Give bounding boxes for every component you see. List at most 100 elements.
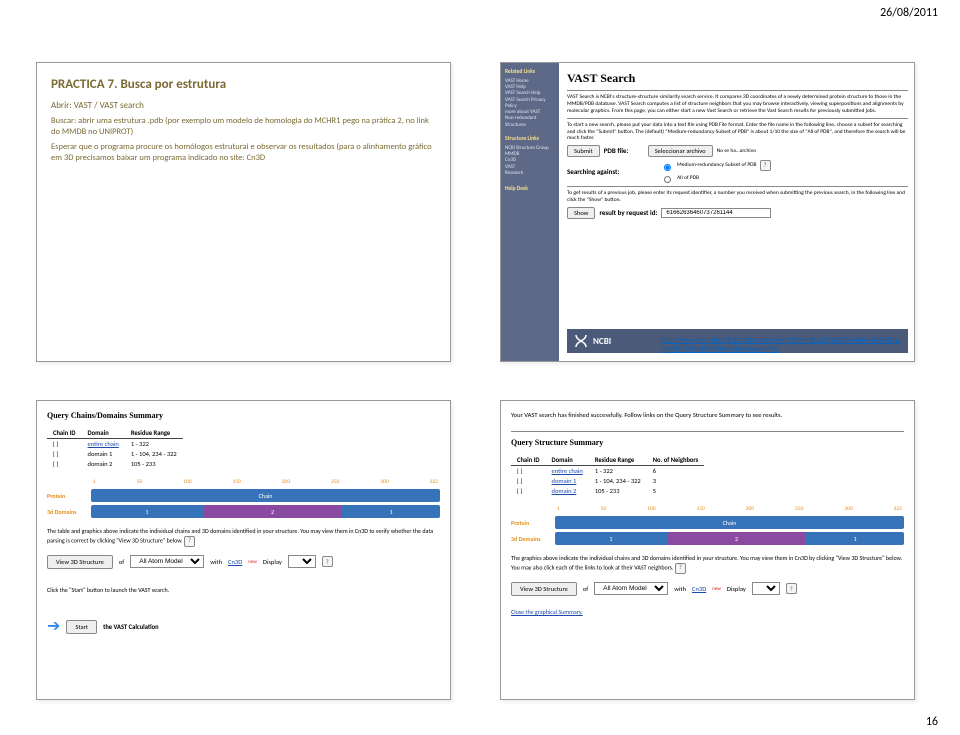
cell: [ ] [47, 459, 82, 469]
dom1-text: 1 [609, 535, 612, 543]
s4-top-msg: Your VAST search has finished successful… [511, 411, 904, 419]
show-row: Show result by request id: [567, 207, 908, 219]
tick: 322 [894, 506, 902, 512]
slide1-line3: Esperar que o programa procure os homólo… [51, 142, 438, 164]
domain2-link[interactable]: domain 2 [552, 487, 577, 495]
slide-3: Query Chains/Domains Summary Chain ID Do… [36, 400, 451, 700]
col-neigh: No. of Neighbors [647, 455, 705, 466]
display-select[interactable] [752, 582, 780, 595]
col-chain: Chain ID [47, 428, 82, 439]
help-icon[interactable]: ? [786, 583, 797, 594]
domains-bar[interactable]: 1 2 1 [555, 532, 904, 545]
domain1-link[interactable]: domain 1 [552, 477, 577, 485]
sidebar-link[interactable]: Non-redundant Structures [505, 115, 555, 128]
cell: [ ] [47, 439, 82, 450]
cell: 5 [647, 486, 705, 496]
domains-bar[interactable]: 1 2 1 [91, 505, 440, 518]
request-id-input[interactable] [661, 208, 771, 218]
protein-bar[interactable]: Chain [555, 516, 904, 529]
tick: 250 [331, 479, 339, 485]
vast-howto: To start a new search, please put your d… [567, 122, 908, 143]
sidebar-link[interactable]: VAST Search Privacy Policy [505, 97, 555, 110]
sidebar-group3-head[interactable]: Help Desk [505, 186, 555, 193]
radio-all[interactable]: All of PDB [659, 173, 771, 183]
file-hint: No se ha…archivo [717, 148, 756, 155]
view-3d-button[interactable]: View 3D Structure [511, 582, 577, 596]
protein-chain-text: Chain [723, 519, 737, 527]
model-select[interactable]: All Atom Model [130, 555, 204, 568]
start-button[interactable]: Start [66, 620, 97, 634]
slide-4: Your VAST search has finished successful… [500, 400, 915, 700]
col-range: Residue Range [125, 428, 183, 439]
dom1-text-r: 1 [854, 535, 857, 543]
arrow-right-icon: ➔ [47, 619, 60, 635]
against-label: Searching against: [567, 168, 655, 177]
entire-chain-link[interactable]: entire chain [552, 467, 583, 475]
radio-all-label: All of PDB [677, 175, 699, 182]
help-icon[interactable]: ? [184, 536, 195, 547]
col-range: Residue Range [589, 455, 647, 466]
table-row: [ ] entire chain 1 - 322 [47, 439, 183, 450]
result-label: result by request id: [599, 209, 657, 218]
display-select[interactable] [288, 555, 316, 568]
cn3d-link[interactable]: Cn3D [228, 558, 242, 566]
tick: 100 [183, 479, 191, 485]
cell: 105 - 233 [125, 459, 183, 469]
file-browse-button[interactable]: Seleccionar archivo [648, 145, 713, 157]
pdb-label: PDB file: [604, 147, 644, 156]
table-row: [ ] domain 1 1 - 104, 234 - 322 [47, 449, 183, 459]
help-icon[interactable]: ? [322, 556, 333, 567]
domains-label: 3d Domains [511, 535, 555, 543]
radio-all-input[interactable] [664, 176, 671, 183]
cn3d-link[interactable]: Cn3D [692, 585, 706, 593]
vast-sidebar: Related Links VAST Home VAST Help VAST S… [501, 63, 559, 361]
tick: 300 [380, 479, 388, 485]
cell: 1 - 322 [125, 439, 183, 450]
cell: [ ] [511, 486, 546, 496]
table-row: [ ] entire chain 1 - 322 6 [511, 466, 704, 477]
tick: 322 [430, 479, 438, 485]
view-3d-button[interactable]: View 3D Structure [47, 555, 113, 569]
help-icon[interactable]: ? [675, 563, 686, 574]
cell: domain 1 [82, 449, 125, 459]
source-url-link[interactable]: http://www.ncbi.nlm.nih.gov/Structure/va… [661, 335, 901, 353]
view3d-row: View 3D Structure of All Atom Model with… [47, 555, 440, 569]
s4-table: Chain ID Domain Residue Range No. of Nei… [511, 455, 704, 496]
show-button[interactable]: Show [567, 207, 595, 219]
dom2-text: 2 [735, 535, 738, 543]
model-select[interactable]: All Atom Model [594, 582, 668, 595]
submit-button[interactable]: Submit [567, 145, 600, 157]
tick: 150 [696, 506, 704, 512]
page-root: 26/08/2011 16 PRACTICA 7. Busca por estr… [0, 0, 960, 735]
protein-chain-text: Chain [259, 492, 273, 500]
protein-label: Protein [511, 519, 555, 527]
radio-medium[interactable]: Medium-redundancy Subset of PDB ? [659, 160, 771, 171]
dom2-text: 2 [271, 508, 274, 516]
vast-main: VAST Search VAST Search is NCBI's struct… [559, 63, 914, 361]
col-domain: Domain [82, 428, 125, 439]
with-label: with [210, 558, 222, 566]
sidebar-link[interactable]: Research [505, 170, 555, 176]
dom2-seg: 2 [203, 505, 343, 518]
dom1-left-seg: 1 [555, 532, 667, 545]
sidebar-group2-head: Structure Links [505, 136, 555, 143]
slide1-line1: Abrir: VAST / VAST search [51, 100, 438, 112]
help-icon[interactable]: ? [760, 160, 771, 171]
new-badge: new [712, 586, 721, 592]
protein-bar[interactable]: Chain [91, 489, 440, 502]
entire-chain-link[interactable]: entire chain [88, 440, 119, 448]
cell: domain 2 [82, 459, 125, 469]
cell: 105 - 233 [589, 486, 647, 496]
radio-medium-input[interactable] [664, 164, 671, 171]
sidebar-group1-head: Related Links [505, 69, 555, 76]
close-link[interactable]: Close the graphical Summary. [511, 608, 583, 616]
divider [511, 431, 904, 432]
against-row: Searching against: Medium-redundancy Sub… [567, 160, 908, 183]
table-header-row: Chain ID Domain Residue Range [47, 428, 183, 439]
start-after: the VAST Calculation [103, 623, 159, 631]
pdb-row: Submit PDB file: Seleccionar archivo No … [567, 145, 908, 157]
page-date: 26/08/2011 [880, 6, 938, 20]
s4-heading: Query Structure Summary [511, 438, 904, 447]
tick: 250 [795, 506, 803, 512]
s4-domain-graphic: 1 50 100 150 200 250 300 322 Protein Ch [511, 506, 904, 545]
